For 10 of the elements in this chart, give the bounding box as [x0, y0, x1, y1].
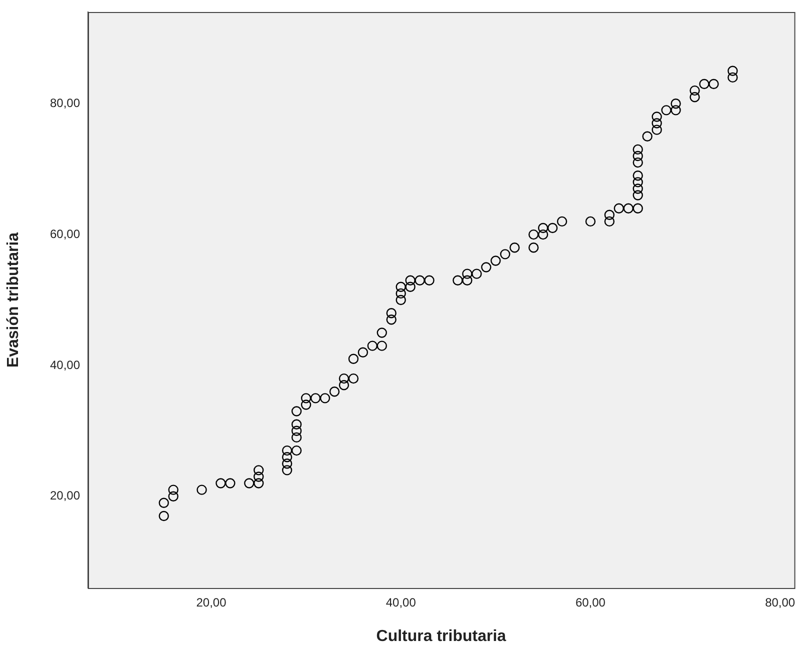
y-tick-label: 20,00: [50, 488, 80, 503]
y-axis-title: Evasión tributaria: [5, 232, 22, 368]
y-tick-label: 40,00: [50, 358, 80, 372]
x-axis-title: Cultura tributaria: [376, 628, 506, 645]
y-tick-label: 80,00: [50, 96, 80, 110]
x-tick-label: 40,00: [386, 596, 416, 610]
x-tick-label: 80,00: [765, 596, 796, 610]
y-tick-label: 60,00: [50, 226, 80, 241]
x-tick-label: 60,00: [575, 596, 606, 610]
x-tick-label: 20,00: [196, 596, 227, 610]
